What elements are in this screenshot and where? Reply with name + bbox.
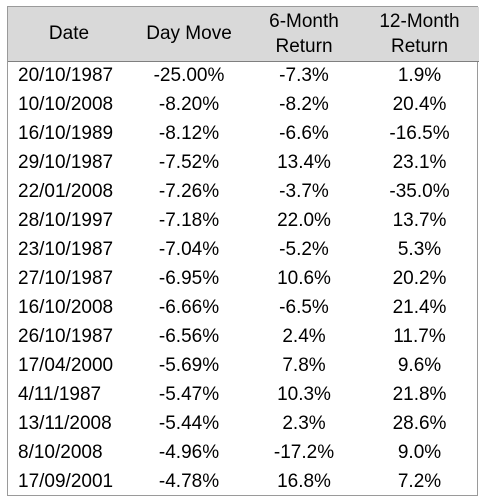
six-month-return-cell: 10.6% <box>277 268 331 289</box>
six-month-return-cell: 13.4% <box>277 152 331 173</box>
table-header: Date Day Move 6-Month Return 12-Month Retu… <box>8 7 479 61</box>
day-move-cell: -25.00% <box>153 65 225 86</box>
six-month-return-cell: -6.6% <box>279 123 329 144</box>
date-cell: 29/10/1987 <box>18 152 114 173</box>
twelve-month-return-cell: 9.0% <box>397 442 442 463</box>
six-month-return-cell: -5.2% <box>279 239 329 260</box>
table-row: 28/10/1997 -7.18% 22.0% 13.7% <box>8 207 479 236</box>
date-cell: 22/01/2008 <box>18 181 114 202</box>
day-move-cell: -8.12% <box>158 123 220 144</box>
table-row: 27/10/1987 -6.95% 10.6% 20.2% <box>8 265 479 294</box>
six-month-return-cell: 22.0% <box>277 210 331 231</box>
six-month-return-cell: 7.8% <box>282 355 326 376</box>
day-move-cell: -5.44% <box>158 413 220 434</box>
six-month-return-cell: 2.3% <box>282 413 326 434</box>
six-month-return-cell: 16.8% <box>277 471 331 492</box>
table-row: 8/10/2008 -4.96% -17.2% 9.0% <box>8 439 479 468</box>
day-move-cell: -5.47% <box>158 384 220 405</box>
date-cell: 17/09/2001 <box>18 471 114 492</box>
day-move-cell: -6.66% <box>158 297 220 318</box>
twelve-month-return-cell: 7.2% <box>397 471 442 492</box>
day-move-cell: -4.96% <box>158 442 220 463</box>
date-cell: 17/04/2000 <box>18 355 114 376</box>
date-cell: 26/10/1987 <box>18 326 114 347</box>
six-month-return-cell: 10.3% <box>277 384 331 405</box>
six-month-return-cell: -3.7% <box>279 181 329 202</box>
table-row: 10/10/2008 -8.20% -8.2% 20.4% <box>8 91 479 120</box>
twelve-month-return-cell: -16.5% <box>389 123 450 144</box>
date-cell: 16/10/1989 <box>18 123 114 144</box>
twelve-month-return-cell: 23.1% <box>392 152 447 173</box>
table-row: 16/10/2008 -6.66% -6.5% 21.4% <box>8 294 479 323</box>
table-row: 13/11/2008 -5.44% 2.3% 28.6% <box>8 410 479 439</box>
day-move-cell: -7.52% <box>158 152 220 173</box>
day-move-cell: -4.78% <box>158 471 220 492</box>
returns-table-frame: Date Day Move 6-Month Return 12-Month Retu… <box>7 6 479 497</box>
twelve-month-return-cell: 5.3% <box>397 239 442 260</box>
six-month-return-cell: -17.2% <box>273 442 335 463</box>
twelve-month-return-cell: 20.2% <box>392 268 447 289</box>
date-cell: 20/10/1987 <box>18 65 114 86</box>
header-12-month-return: 12-Month Return <box>379 10 460 57</box>
day-move-cell: -7.04% <box>158 239 220 260</box>
table-row: 17/04/2000 -5.69% 7.8% 9.6% <box>8 352 479 381</box>
date-cell: 10/10/2008 <box>18 94 114 115</box>
table-row: 29/10/1987 -7.52% 13.4% 23.1% <box>8 149 479 178</box>
table-row: 26/10/1987 -6.56% 2.4% 11.7% <box>8 323 479 352</box>
twelve-month-return-cell: 28.6% <box>392 413 447 434</box>
table-body: 20/10/1987 -25.00% -7.3% 1.9% 10/10/2008 -8.2… <box>8 61 479 497</box>
table-row: 4/11/1987 -5.47% 10.3% 21.8% <box>8 381 479 410</box>
date-cell: 27/10/1987 <box>18 268 114 289</box>
table-row: 17/09/2001 -4.78% 16.8% 7.2% <box>8 468 479 497</box>
date-cell: 16/10/2008 <box>18 297 114 318</box>
returns-table: Date Day Move 6-Month Return 12-Month Retu… <box>8 7 479 497</box>
twelve-month-return-cell: 21.4% <box>392 297 447 318</box>
six-month-return-cell: -7.3% <box>279 65 329 86</box>
day-move-cell: -6.56% <box>158 326 220 347</box>
day-move-cell: -5.69% <box>158 355 220 376</box>
table-row: 22/01/2008 -7.26% -3.7% -35.0% <box>8 178 479 207</box>
six-month-return-cell: -6.5% <box>279 297 329 318</box>
twelve-month-return-cell: 21.8% <box>392 384 447 405</box>
twelve-month-return-cell: -35.0% <box>389 181 450 202</box>
header-day-move: Day Move <box>146 23 232 45</box>
date-cell: 8/10/2008 <box>18 442 103 463</box>
header-row: Date Day Move 6-Month Return 12-Month Retu… <box>8 7 479 61</box>
day-move-cell: -6.95% <box>158 268 220 289</box>
twelve-month-return-cell: 13.7% <box>392 210 447 231</box>
twelve-month-return-cell: 20.4% <box>392 94 447 115</box>
date-cell: 28/10/1997 <box>18 210 114 231</box>
twelve-month-return-cell: 1.9% <box>397 65 442 86</box>
six-month-return-cell: -8.2% <box>279 94 329 115</box>
header-6-month-return: 6-Month Return <box>269 10 339 57</box>
twelve-month-return-cell: 11.7% <box>393 326 446 347</box>
date-cell: 23/10/1987 <box>18 239 114 260</box>
twelve-month-return-cell: 9.6% <box>397 355 442 376</box>
day-move-cell: -7.18% <box>158 210 220 231</box>
table-row: 23/10/1987 -7.04% -5.2% 5.3% <box>8 236 479 265</box>
day-move-cell: -7.26% <box>158 181 220 202</box>
date-cell: 13/11/2008 <box>18 413 112 434</box>
date-cell: 4/11/1987 <box>18 384 102 405</box>
table-row: 16/10/1989 -8.12% -6.6% -16.5% <box>8 120 479 149</box>
table-row: 20/10/1987 -25.00% -7.3% 1.9% <box>8 61 479 91</box>
day-move-cell: -8.20% <box>158 94 220 115</box>
header-date: Date <box>48 23 90 45</box>
six-month-return-cell: 2.4% <box>282 326 326 347</box>
